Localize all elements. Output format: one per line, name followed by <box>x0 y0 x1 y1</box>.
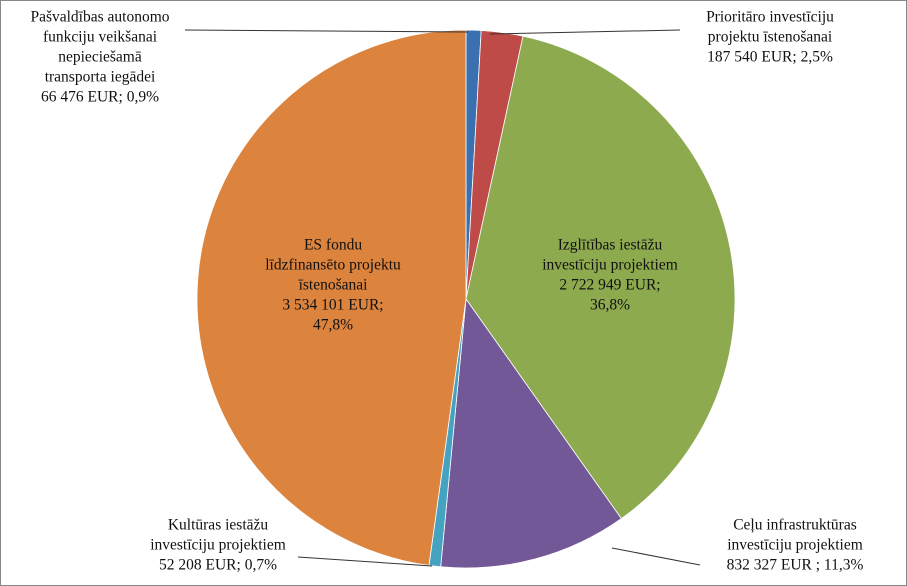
value-label: 187 540 EUR; 2,5% <box>707 49 833 66</box>
value-label: 3 534 101 EUR; <box>282 297 383 314</box>
leader-line <box>489 29 681 35</box>
leader-line <box>184 29 469 33</box>
value-label: 2 722 949 EUR; <box>559 277 660 294</box>
leader-line <box>611 547 701 566</box>
slice-label: Ceļu infrastruktūras <box>733 517 857 534</box>
slice-label: īstenošanai <box>298 277 369 294</box>
value-label: 36,8% <box>590 297 630 314</box>
slice-label: investīciju projektiem <box>150 537 286 554</box>
value-label: 66 476 EUR; 0,9% <box>41 89 159 106</box>
slice-label: ES fondu <box>304 237 362 254</box>
value-label: 47,8% <box>313 317 353 334</box>
slice-label: līdzfinansēto projektu <box>265 257 401 274</box>
slice-label: Kultūras iestāžu <box>168 517 269 534</box>
slice-label: funkciju veikšanai <box>43 29 158 46</box>
pie-slice <box>196 29 467 566</box>
value-label: 832 327 EUR ; 11,3% <box>727 557 864 574</box>
pie <box>196 29 736 569</box>
slice-label: transporta iegādei <box>45 69 156 86</box>
slice-label: Pašvaldības autonomo <box>30 9 169 26</box>
pie-slice <box>465 35 736 520</box>
leader-line <box>297 556 433 567</box>
slice-label: investīciju projektiem <box>727 537 863 554</box>
leader-lines <box>184 29 701 567</box>
pie-slice <box>440 297 622 569</box>
slice-label: nepieciešamā <box>58 49 142 66</box>
value-label: 52 208 EUR; 0,7% <box>159 557 277 574</box>
slice-label: Prioritāro investīciju <box>706 9 834 26</box>
labels: Pašvaldības autonomo funkciju veikšanai ne… <box>30 9 863 574</box>
slice-label: Izglītības iestāžu <box>558 237 663 254</box>
slice-label: projektu īstenošanai <box>708 29 833 46</box>
slice-label: investīciju projektiem <box>542 257 678 274</box>
